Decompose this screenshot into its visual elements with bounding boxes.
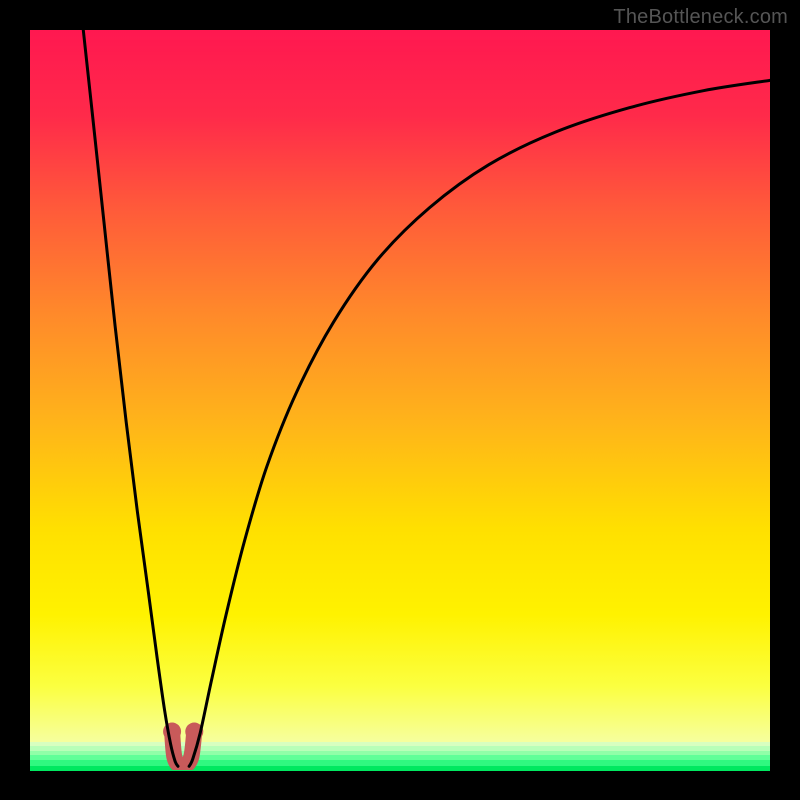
curve-left-branch	[83, 30, 178, 766]
curve-right-branch	[189, 80, 770, 766]
watermark-label: TheBottleneck.com	[613, 6, 788, 29]
chart-svg	[30, 30, 770, 770]
plot-area	[30, 30, 770, 770]
